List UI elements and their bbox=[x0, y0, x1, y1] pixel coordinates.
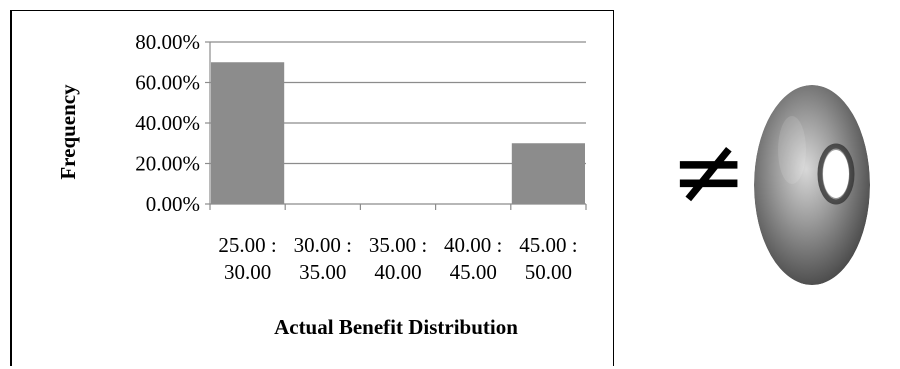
y-tick-label: 0.00% bbox=[146, 192, 200, 216]
y-tick-labels: 0.00% 20.00% 40.00% 60.00% 80.00% bbox=[135, 30, 200, 216]
x-tick-label: 25.00 :30.00 bbox=[218, 233, 276, 284]
y-tick-label: 40.00% bbox=[135, 111, 200, 135]
not-equal-symbol: ≠ bbox=[670, 118, 748, 225]
x-tick-label: 40.00 :45.00 bbox=[444, 233, 502, 284]
chart-frame bbox=[10, 10, 614, 366]
y-axis-title: Frequency bbox=[56, 84, 80, 180]
x-tick-label: 35.00 :40.00 bbox=[369, 233, 427, 284]
bar bbox=[511, 143, 585, 204]
axes bbox=[209, 42, 587, 210]
y-tick-label: 60.00% bbox=[135, 71, 200, 95]
bars bbox=[211, 62, 585, 204]
y-tick-label: 20.00% bbox=[135, 152, 200, 176]
x-tick-labels: 25.00 :30.00 30.00 :35.00 35.00 :40.00 40.0… bbox=[218, 233, 577, 284]
y-tick-label: 80.00% bbox=[135, 30, 200, 54]
x-axis-title: Actual Benefit Distribution bbox=[274, 315, 518, 339]
x-tick-label: 45.00 :50.00 bbox=[519, 233, 577, 284]
x-tick-label: 30.00 :35.00 bbox=[294, 233, 352, 284]
bar bbox=[211, 62, 285, 204]
bar-chart: 0.00% 20.00% 40.00% 60.00% 80.00% 25.00 :30.… bbox=[56, 30, 587, 339]
donut-icon bbox=[754, 85, 870, 285]
